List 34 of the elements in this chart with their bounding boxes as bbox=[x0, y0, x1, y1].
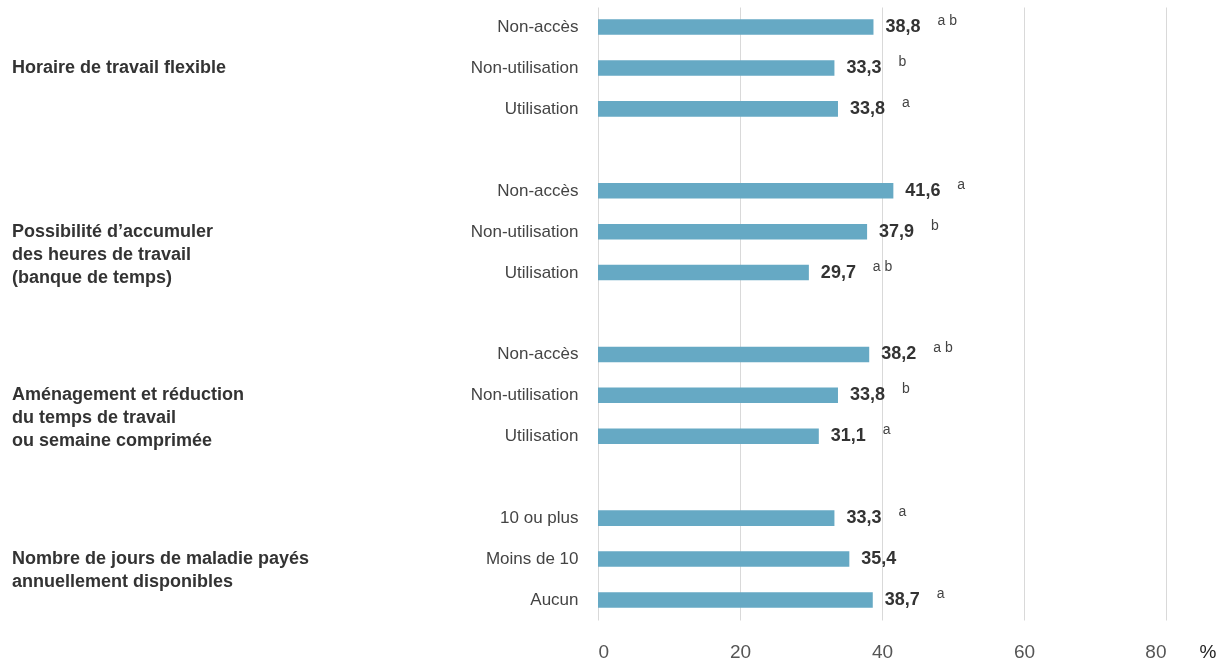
y-tick-label: Non-utilisation bbox=[470, 385, 579, 405]
y-tick-label: Non-accès bbox=[497, 344, 579, 364]
x-tick-label: 60 bbox=[1013, 640, 1036, 661]
text: 33,3 a bbox=[846, 503, 907, 528]
text: Aménagement et réduction du temps de travail ou semaine comprimée bbox=[12, 384, 245, 451]
y-tick-label: Utilisation bbox=[504, 262, 579, 282]
x-axis-title: % bbox=[1199, 640, 1217, 661]
x-tick-label: 40 bbox=[871, 640, 894, 661]
y-tick-label: Utilisation bbox=[504, 426, 579, 446]
data-label: 35,4 bbox=[861, 548, 897, 569]
y-tick-label: Utilisation bbox=[504, 98, 579, 118]
y-tick-label: Moins de 10 bbox=[485, 549, 579, 569]
y-tick-label: Non-utilisation bbox=[470, 221, 579, 241]
text: 29,7 a b bbox=[820, 257, 893, 282]
x-tick-label: 80 bbox=[1145, 640, 1167, 661]
text: Horaire de travail flexible bbox=[12, 56, 227, 77]
text: 33,8 a bbox=[849, 93, 910, 118]
y-tick-label: Non-accès bbox=[497, 180, 579, 200]
text: Nombre de jours de maladie payés annuellement disponibles bbox=[12, 548, 310, 592]
text: 38,2 a b bbox=[881, 339, 953, 364]
text: 38,8 a b bbox=[885, 12, 957, 37]
text: 31,1 a bbox=[830, 421, 891, 446]
text: 37,9 b bbox=[879, 216, 939, 241]
text: 33,3 b bbox=[846, 52, 907, 77]
text: Possibilité d’accumuler des heures de travail (banque de temps) bbox=[12, 220, 214, 287]
text: 41,6 a bbox=[905, 175, 966, 200]
text: 38,7 a bbox=[884, 584, 945, 609]
text: 33,8 b bbox=[849, 380, 910, 405]
y-tick-label: Non-accès bbox=[497, 17, 579, 37]
x-tick-label: 20 bbox=[729, 640, 752, 661]
y-tick-label: Aucun bbox=[530, 589, 579, 609]
y-tick-label: Non-utilisation bbox=[470, 57, 579, 77]
y-tick-label: 10 ou plus bbox=[500, 508, 579, 528]
x-tick-label: 0 bbox=[598, 640, 610, 661]
